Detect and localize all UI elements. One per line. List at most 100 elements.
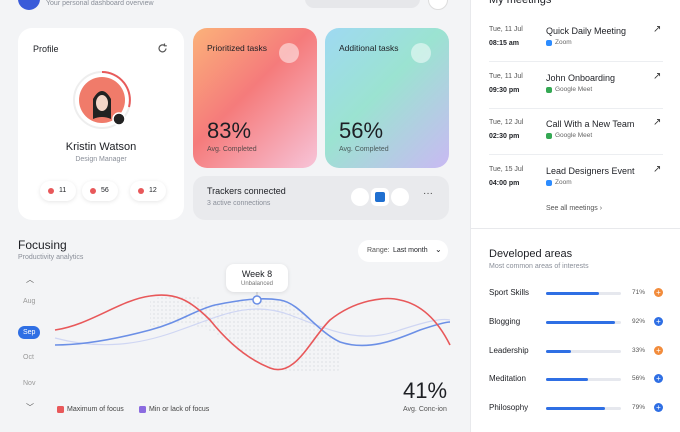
month-label[interactable]: Nov xyxy=(23,380,36,387)
areas-subtitle: Most common areas of interests xyxy=(489,263,589,270)
meeting-link[interactable]: ↗ xyxy=(653,117,662,128)
area-name: Meditation xyxy=(489,374,526,384)
stat-pill: 12 xyxy=(130,181,166,201)
area-name: Blogging xyxy=(489,316,521,326)
meeting-platform: Google Meet xyxy=(555,132,593,139)
stat-pill: 11 xyxy=(40,181,76,201)
stat-pill: 56 xyxy=(82,181,118,201)
meeting-title[interactable]: Lead Designers Event xyxy=(546,165,635,176)
profile-card: Profile Kristin Watson Design Manager 11… xyxy=(18,28,184,220)
meeting-date: Tue, 11 Jul xyxy=(489,72,523,80)
platform-icon xyxy=(546,86,552,93)
area-percent: 56% xyxy=(631,375,645,383)
legend-min: Min or lack of focus xyxy=(149,406,210,413)
profile-name: Kristin Watson xyxy=(65,141,137,153)
focus-value-label: Avg. Conc-ion xyxy=(403,406,447,413)
profile-title: Profile xyxy=(33,44,59,54)
month-down[interactable]: ﹀ xyxy=(26,403,34,412)
meeting-divider xyxy=(489,61,663,62)
stat-icon xyxy=(138,188,144,194)
month-label[interactable]: Oct xyxy=(23,354,34,361)
focus-chart xyxy=(54,292,451,413)
meeting-date: Tue, 11 Jul xyxy=(489,26,523,33)
tooltip-title: Week 8 xyxy=(241,269,273,279)
more-button[interactable]: ··· xyxy=(423,188,433,199)
platform-icon xyxy=(546,40,552,46)
meeting-title[interactable]: John Onboarding xyxy=(546,72,616,83)
legend-max: Maximum of focus xyxy=(67,406,124,413)
avatar xyxy=(73,71,131,129)
trello-icon xyxy=(371,188,389,206)
meeting-divider xyxy=(489,107,663,109)
dotted-area xyxy=(150,294,340,373)
area-bar xyxy=(546,292,600,295)
area-percent: 92% xyxy=(631,317,645,325)
area-percent: 33% xyxy=(631,346,645,354)
search-bar[interactable] xyxy=(305,0,420,8)
stat-icon xyxy=(48,188,54,194)
stat-value: 56 xyxy=(101,187,109,194)
additional-card: Additional tasks 56% Avg. Completed xyxy=(325,28,449,168)
meeting-time: 08:15 am xyxy=(489,40,519,47)
areas-title: Developed areas xyxy=(489,248,573,260)
stat-icon xyxy=(90,188,96,194)
meeting-platform: Zoom xyxy=(555,178,572,186)
area-bar xyxy=(546,407,606,411)
max-focus-line xyxy=(54,294,451,371)
area-add[interactable]: + xyxy=(654,374,663,384)
meeting-title[interactable]: Call With a New Team xyxy=(546,119,635,129)
area-percent: 79% xyxy=(631,404,645,412)
area-name: Philosophy xyxy=(489,403,529,413)
area-name: Sport Skills xyxy=(489,288,530,297)
area-add[interactable]: + xyxy=(654,403,663,413)
area-track xyxy=(546,349,621,353)
prioritized-value: 83% xyxy=(207,118,252,143)
meeting-title[interactable]: Quick Daily Meeting xyxy=(546,26,627,36)
range-value: Last month xyxy=(393,247,428,254)
area-name: Leadership xyxy=(489,345,529,355)
focusing-title: Focusing xyxy=(18,238,67,252)
app-logo xyxy=(18,0,40,10)
see-all-meetings[interactable]: See all meetings › xyxy=(546,205,603,212)
side-panel: My meetings Tue, 11 Jul 08:15 am Quick Dai… xyxy=(470,0,680,432)
meeting-platform: Google Meet xyxy=(555,85,593,93)
prioritized-label: Avg. Completed xyxy=(207,146,257,153)
legend-swatch-max xyxy=(57,406,64,413)
range-selector[interactable]: Range: Last month ⌄ xyxy=(358,240,448,262)
additional-title: Additional tasks xyxy=(339,43,399,53)
area-add[interactable]: + xyxy=(654,316,663,326)
month-up[interactable]: ︿ xyxy=(26,275,34,284)
trackers-card: Trackers connected 3 active connections … xyxy=(193,176,449,220)
legend-swatch-min xyxy=(139,406,146,413)
area-add[interactable]: + xyxy=(654,288,663,297)
min-focus-line xyxy=(54,298,451,347)
month-label[interactable]: Aug xyxy=(23,298,36,305)
month-label[interactable]: Sep xyxy=(18,326,41,339)
additional-value: 56% xyxy=(339,118,384,143)
tooltip-point xyxy=(252,295,262,305)
timer-icon xyxy=(279,43,299,63)
meeting-link[interactable]: ↗ xyxy=(653,163,662,175)
divider xyxy=(471,228,680,229)
area-add[interactable]: + xyxy=(654,345,663,355)
meetings-title: My meetings xyxy=(489,0,552,6)
slack-icon xyxy=(391,188,409,206)
range-label: Range: xyxy=(367,247,390,254)
area-percent: 71% xyxy=(631,289,645,296)
area-bar xyxy=(546,320,615,324)
profile-role: Design Manager xyxy=(75,156,127,163)
meeting-link[interactable]: ↗ xyxy=(653,24,662,35)
meeting-divider xyxy=(489,154,663,155)
prioritized-title: Prioritized tasks xyxy=(207,43,267,53)
meeting-time: 04:00 pm xyxy=(489,179,520,187)
meeting-date: Tue, 12 Jul xyxy=(489,119,524,126)
figma-icon xyxy=(351,188,369,206)
platform-icon xyxy=(546,179,552,186)
focus-value: 41% xyxy=(403,378,448,403)
stat-value: 11 xyxy=(59,187,67,194)
meeting-link[interactable]: ↗ xyxy=(653,70,662,82)
range-caret: ⌄ xyxy=(435,245,442,254)
area-bar xyxy=(546,349,571,353)
refresh-icon[interactable] xyxy=(157,43,168,54)
